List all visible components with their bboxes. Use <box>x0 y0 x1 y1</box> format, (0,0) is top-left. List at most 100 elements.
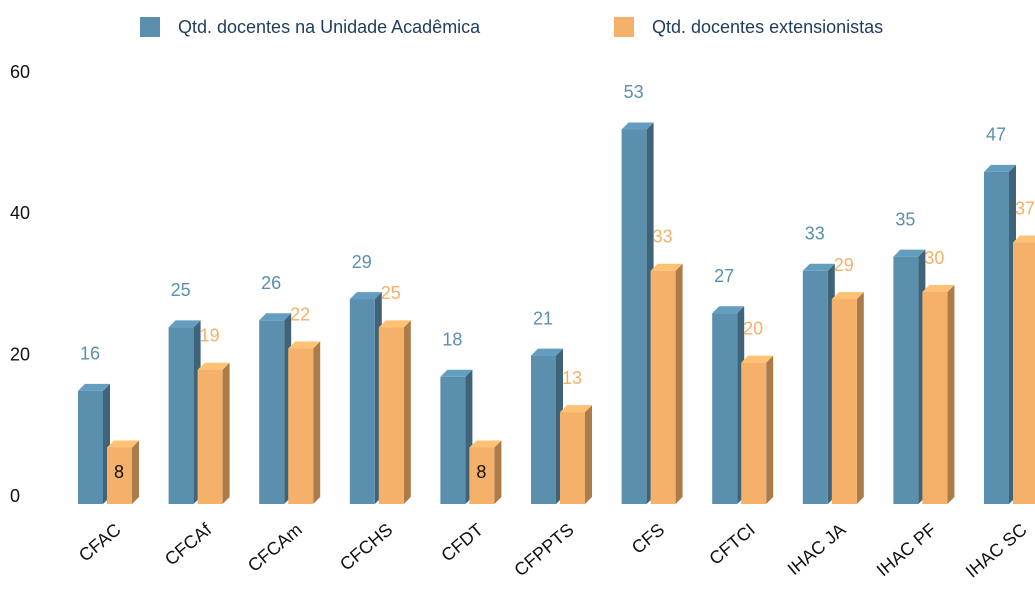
data-label: 21 <box>533 308 553 328</box>
bar <box>378 320 411 504</box>
bar <box>893 249 926 504</box>
bar-top <box>1013 235 1035 243</box>
data-label: 16 <box>80 344 100 364</box>
x-tick-label: CFTCI <box>705 519 758 568</box>
data-label: 25 <box>381 283 401 303</box>
bar <box>831 292 864 504</box>
bar <box>621 122 654 504</box>
x-tick-label: CFPPTS <box>510 519 577 580</box>
bar-top <box>78 383 110 391</box>
data-label: 27 <box>714 266 734 286</box>
bar-front <box>531 355 556 504</box>
bar <box>531 348 563 504</box>
legend-swatch <box>614 17 634 37</box>
bar-side <box>132 440 139 504</box>
x-tick-label: IHAC PF <box>873 519 940 580</box>
data-label: 13 <box>562 368 582 388</box>
bar <box>802 263 835 504</box>
bar-top <box>259 313 292 321</box>
bar-side <box>403 320 411 504</box>
bar-side <box>947 285 955 504</box>
bar-top <box>378 320 411 328</box>
bar-front <box>650 270 676 504</box>
data-label: 22 <box>290 304 310 324</box>
bar <box>440 369 473 504</box>
bar-front <box>621 129 647 504</box>
y-tick-label: 20 <box>10 344 30 364</box>
bar-top <box>531 348 563 356</box>
bar-front <box>712 313 738 504</box>
bar-top <box>984 164 1016 172</box>
x-tick-label: CFCHS <box>336 519 396 574</box>
bar-top <box>621 122 654 130</box>
data-label: 29 <box>834 255 854 275</box>
bar-side <box>766 355 774 504</box>
bar <box>168 320 201 504</box>
bar <box>288 341 321 504</box>
bar-front <box>893 256 919 504</box>
x-tick-label: CFS <box>628 519 668 557</box>
data-label: 8 <box>476 462 486 482</box>
bar-front <box>168 327 194 504</box>
bar <box>78 383 110 504</box>
bar <box>984 164 1016 504</box>
bar-front <box>378 327 404 504</box>
bar-front <box>349 299 375 504</box>
data-label: 19 <box>200 325 220 345</box>
legend-label: Qtd. docentes na Unidade Acadêmica <box>178 17 481 37</box>
bar <box>259 313 292 504</box>
bar-front <box>288 348 314 504</box>
bar <box>741 355 774 504</box>
bar <box>107 440 139 504</box>
data-label: 8 <box>114 462 124 482</box>
bar-front <box>259 320 285 504</box>
bar-front <box>922 292 948 504</box>
bar-side <box>222 362 230 504</box>
data-label: 47 <box>986 125 1006 145</box>
data-label: 37 <box>1015 198 1035 218</box>
bar <box>712 306 745 504</box>
data-label: 20 <box>743 318 763 338</box>
data-label: 25 <box>171 280 191 300</box>
bar-top <box>741 355 774 363</box>
bar-top <box>107 440 139 448</box>
bar-top <box>802 263 835 271</box>
bar-side <box>494 440 502 504</box>
x-tick-label: CFCAf <box>161 519 216 570</box>
bar <box>922 285 955 504</box>
bar-front <box>560 412 585 504</box>
data-label: 30 <box>924 248 944 268</box>
data-label: 33 <box>653 227 673 247</box>
bar-front <box>741 362 767 504</box>
bar-front <box>469 447 495 504</box>
bar-top <box>349 292 382 300</box>
bar <box>1013 235 1035 505</box>
y-tick-label: 40 <box>10 203 30 223</box>
bar-front <box>984 171 1009 504</box>
x-tick-label: IHAC JA <box>784 519 850 579</box>
bar-side <box>585 405 592 504</box>
bar-front <box>802 270 828 504</box>
bar-front <box>1013 242 1035 505</box>
bar-top <box>168 320 201 328</box>
bar-front <box>78 390 103 504</box>
x-tick-label: IHAC SC <box>962 519 1031 581</box>
bar-top <box>831 292 864 300</box>
bar-side <box>675 263 683 504</box>
bar-front <box>831 299 857 504</box>
x-tick-label: CFCAm <box>244 519 306 575</box>
bar-front <box>107 447 132 504</box>
bar <box>469 440 502 504</box>
legend-swatch <box>140 17 160 37</box>
bar-top <box>650 263 683 271</box>
bar <box>349 292 382 504</box>
bar <box>197 362 230 504</box>
data-label: 33 <box>805 224 825 244</box>
x-tick-label: CFAC <box>75 519 125 565</box>
bar-top <box>197 362 230 370</box>
bar-side <box>313 341 321 504</box>
x-tick-label: CFDT <box>437 519 487 565</box>
bar-top <box>560 405 592 413</box>
